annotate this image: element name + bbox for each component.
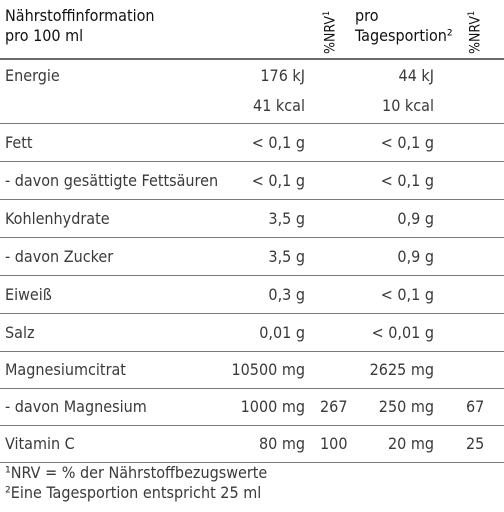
- row-label: Kohlenhydrate: [5, 209, 110, 228]
- value-per-100ml: 176 kJ: [260, 66, 305, 85]
- nrv-per-portion: 67: [466, 397, 485, 416]
- value-per-100ml: 1000 mg: [240, 397, 305, 416]
- row-label: - davon gesättigte Fettsäuren: [5, 171, 219, 190]
- table-row: Kohlenhydrate 3,5 g 0,9 g: [0, 200, 504, 238]
- value-per-100ml: 0,3 g: [268, 285, 305, 304]
- value-per-portion: 2625 mg: [369, 360, 434, 379]
- nrv-per-100ml: 100: [320, 434, 348, 453]
- value-per-portion: 20 mg: [387, 434, 434, 453]
- row-label: - davon Zucker: [5, 247, 114, 266]
- header-title-line2: pro 100 ml: [5, 26, 84, 45]
- portion-header-line2: Tagesportion²: [355, 26, 453, 45]
- value-per-portion: < 0,1 g: [380, 285, 434, 304]
- table-row: - davon Magnesium 1000 mg 267 250 mg 67: [0, 389, 504, 426]
- table-row: Fett < 0,1 g < 0,1 g: [0, 124, 504, 162]
- value-per-portion: < 0,01 g: [371, 323, 434, 342]
- value-per-100ml: 3,5 g: [268, 247, 305, 266]
- row-label: Energie: [5, 66, 60, 85]
- value-per-portion: < 0,1 g: [380, 133, 434, 152]
- value-per-100ml: < 0,1 g: [251, 171, 305, 190]
- value-per-portion: < 0,1 g: [380, 171, 434, 190]
- value-per-portion: 0,9 g: [397, 209, 434, 228]
- row-label: Eiweiß: [5, 285, 52, 304]
- nrv-per-portion: 25: [466, 434, 485, 453]
- value-per-portion: 250 mg: [378, 397, 434, 416]
- row-label: - davon Magnesium: [5, 397, 147, 416]
- table-row: Vitamin C 80 mg 100 20 mg 25: [0, 426, 504, 463]
- row-label: Vitamin C: [5, 434, 75, 453]
- row-label: Salz: [5, 323, 35, 342]
- portion-header: pro Tagesportion²: [355, 6, 453, 46]
- header-divider: [0, 58, 504, 60]
- portion-header-line1: pro: [355, 6, 379, 25]
- table-row: - davon gesättigte Fettsäuren < 0,1 g < …: [0, 162, 504, 200]
- row-label: Fett: [5, 133, 33, 152]
- table-header: Nährstoffinformation pro 100 ml %NRV1 pr…: [0, 0, 504, 60]
- value-per-portion: 44 kJ: [398, 66, 434, 85]
- table-row: Magnesiumcitrat 10500 mg 2625 mg: [0, 352, 504, 389]
- value-per-100ml: 10500 mg: [231, 360, 305, 379]
- value-per-100ml: 3,5 g: [268, 209, 305, 228]
- footnote-nrv: ¹NRV = % der Nährstoffbezugswerte: [5, 463, 268, 482]
- value-per-100ml-kcal: 41 kcal: [253, 96, 305, 115]
- table-row: Salz 0,01 g < 0,01 g: [0, 314, 504, 352]
- nrv-column-header-1: %NRV1: [322, 10, 339, 54]
- footnotes: ¹NRV = % der Nährstoffbezugswerte ²Eine …: [5, 463, 267, 503]
- table-row: Energie 176 kJ 41 kcal 44 kJ 10 kcal: [0, 60, 504, 124]
- footnote-portion: ²Eine Tagesportion entspricht 25 ml: [5, 483, 262, 502]
- nutrition-table: Energie 176 kJ 41 kcal 44 kJ 10 kcal Fet…: [0, 60, 504, 463]
- value-per-100ml: < 0,1 g: [251, 133, 305, 152]
- header-title: Nährstoffinformation pro 100 ml: [5, 6, 155, 46]
- header-title-line1: Nährstoffinformation: [5, 6, 155, 25]
- row-label: Magnesiumcitrat: [5, 360, 126, 379]
- value-per-100ml: 0,01 g: [259, 323, 305, 342]
- table-row: Eiweiß 0,3 g < 0,1 g: [0, 276, 504, 314]
- value-per-portion-kcal: 10 kcal: [382, 96, 434, 115]
- value-per-100ml: 80 mg: [258, 434, 305, 453]
- nrv-column-header-2: %NRV1: [467, 10, 484, 54]
- table-row: - davon Zucker 3,5 g 0,9 g: [0, 238, 504, 276]
- value-per-portion: 0,9 g: [397, 247, 434, 266]
- nrv-per-100ml: 267: [320, 397, 348, 416]
